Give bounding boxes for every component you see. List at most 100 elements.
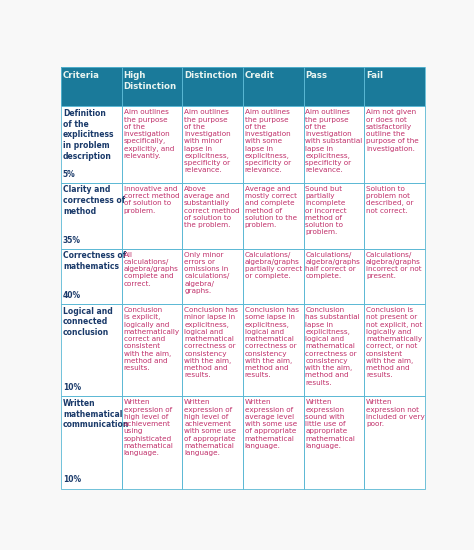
Bar [122,106,182,183]
Bar [122,249,182,304]
Bar [182,304,243,397]
Text: Aim not given
or does not
satisfactorily
outline the
purpose of the
investigatio: Aim not given or does not satisfactorily… [366,109,419,152]
Bar [122,304,182,397]
Bar [61,67,122,106]
Bar [364,183,425,249]
Bar [122,397,182,488]
Bar [364,249,425,304]
Text: Sound but
partially
incomplete
or incorrect
method of
solution to
problem.: Sound but partially incomplete or incorr… [305,186,347,235]
Text: Definition
of the
explicitness
in problem
description: Definition of the explicitness in proble… [63,109,114,161]
Bar [303,67,364,106]
Text: Calculations/
algebra/graphs
partially correct
or complete.: Calculations/ algebra/graphs partially c… [245,252,302,279]
Bar [182,183,243,249]
Bar [182,249,243,304]
Bar [243,249,303,304]
Bar [61,183,122,249]
Bar [364,304,425,397]
Text: Written
expression of
high level of
achievement
using
sophisticated
mathematical: Written expression of high level of achi… [124,399,173,456]
Bar [364,67,425,106]
Text: Conclusion
has substantial
lapse in
explicitness,
logical and
mathematical
corre: Conclusion has substantial lapse in expl… [305,307,360,386]
Bar [364,106,425,183]
Text: Distinction: Distinction [184,71,237,80]
Bar [182,67,243,106]
Bar [303,106,364,183]
Bar [303,183,364,249]
Text: 35%: 35% [63,235,81,245]
Text: Calculations/
algebra/graphs
incorrect or not
present.: Calculations/ algebra/graphs incorrect o… [366,252,421,279]
Text: 5%: 5% [63,169,76,179]
Bar [364,304,425,397]
Bar [243,249,303,304]
Text: 40%: 40% [63,291,81,300]
Text: 10%: 10% [63,383,81,392]
Text: Aim outlines
the purpose
of the
investigation
with minor
lapse in
explicitness,
: Aim outlines the purpose of the investig… [184,109,231,173]
Text: Conclusion
is explicit,
logically and
mathematically
correct and
consistent
with: Conclusion is explicit, logically and ma… [124,307,180,371]
Bar [61,397,122,488]
Bar [243,397,303,488]
Text: 10%: 10% [63,475,81,485]
Bar [303,106,364,183]
Text: Written
mathematical
communication: Written mathematical communication [63,399,129,430]
Bar [122,183,182,249]
Bar [303,397,364,488]
Bar [182,397,243,488]
Bar [243,183,303,249]
Bar [303,183,364,249]
Bar [243,67,303,106]
Text: Written
expression of
high level of
achievement
with some use
of appropriate
mat: Written expression of high level of achi… [184,399,237,456]
Text: Clarity and
correctness of
method: Clarity and correctness of method [63,185,125,216]
Bar [182,183,243,249]
Bar [243,304,303,397]
Bar [364,397,425,488]
Bar [303,397,364,488]
Bar [303,67,364,106]
Bar [61,67,122,106]
Text: High
Distinction: High Distinction [124,71,177,91]
Bar [61,249,122,304]
Bar [243,183,303,249]
Bar [243,67,303,106]
Bar [61,106,122,183]
Text: Aim outlines
the purpose
of the
investigation
with substantial
lapse in
explicit: Aim outlines the purpose of the investig… [305,109,363,173]
Text: Fail: Fail [366,71,383,80]
Bar [122,397,182,488]
Bar [364,183,425,249]
Bar [303,249,364,304]
Bar [182,304,243,397]
Bar [243,106,303,183]
Bar [364,397,425,488]
Text: Conclusion has
minor lapse in
explicitness,
logical and
mathematical
correctness: Conclusion has minor lapse in explicitne… [184,307,238,378]
Text: Aim outlines
the purpose
of the
investigation
specifically,
explicitly, and
rele: Aim outlines the purpose of the investig… [124,109,174,159]
Text: Aim outlines
the purpose
of the
investigation
with some
lapse in
explicitness,
s: Aim outlines the purpose of the investig… [245,109,292,173]
Text: Conclusion has
some lapse in
explicitness,
logical and
mathematical
correctness : Conclusion has some lapse in explicitnes… [245,307,299,378]
Bar [364,249,425,304]
Bar [61,183,122,249]
Text: Calculations/
algebra/graphs
half correct or
complete.: Calculations/ algebra/graphs half correc… [305,252,360,279]
Text: Correctness of
mathematics: Correctness of mathematics [63,251,126,271]
Bar [122,106,182,183]
Bar [122,304,182,397]
Bar [122,249,182,304]
Bar [61,397,122,488]
Bar [61,106,122,183]
Text: Written
expression
sound with
little use of
appropriate
mathematical
language.: Written expression sound with little use… [305,399,355,449]
Bar [182,106,243,183]
Text: All
calculations/
algebra/graphs
complete and
correct.: All calculations/ algebra/graphs complet… [124,252,178,287]
Text: Innovative and
correct method
of solution to
problem.: Innovative and correct method of solutio… [124,186,179,213]
Text: Written
expression of
average level
with some use
of appropriate
mathematical
la: Written expression of average level with… [245,399,297,449]
Bar [122,67,182,106]
Bar [182,106,243,183]
Bar [182,397,243,488]
Bar [122,183,182,249]
Text: Criteria: Criteria [63,71,100,80]
Text: Conclusion is
not present or
not explicit, not
logically and
mathematically
corr: Conclusion is not present or not explici… [366,307,422,378]
Bar [122,67,182,106]
Text: Above
average and
substantially
correct method
of solution to
the problem.: Above average and substantially correct … [184,186,240,228]
Text: Average and
mostly correct
and complete
method of
solution to the
problem.: Average and mostly correct and complete … [245,186,297,228]
Bar [61,304,122,397]
Text: Written
expression not
included or very
poor.: Written expression not included or very … [366,399,425,427]
Bar [364,67,425,106]
Bar [303,304,364,397]
Text: Logical and
connected
conclusion: Logical and connected conclusion [63,307,113,337]
Bar [364,106,425,183]
